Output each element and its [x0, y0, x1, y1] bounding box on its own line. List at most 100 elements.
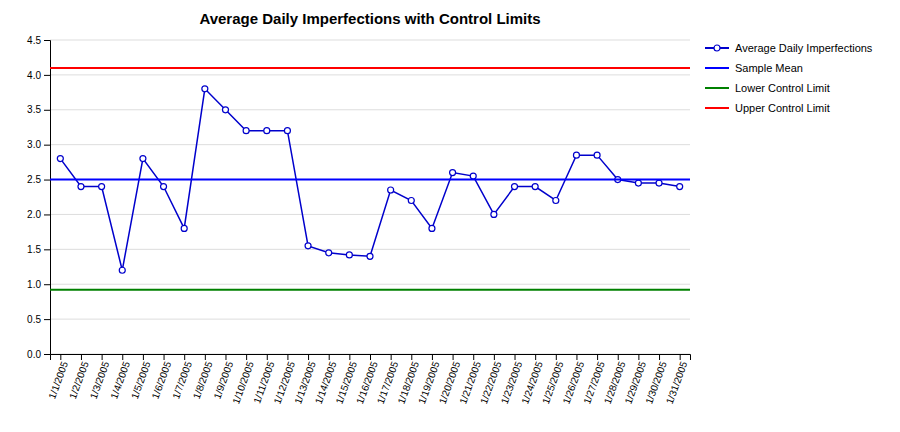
- data-point: [119, 267, 125, 273]
- tick: 1/9/2005: [212, 354, 236, 400]
- tick-mark: [391, 354, 392, 360]
- data-point: [346, 252, 352, 258]
- tick: 1.0: [27, 279, 50, 290]
- tick: 1/6/2005: [150, 354, 174, 400]
- data-point: [594, 152, 600, 158]
- tick-mark: [453, 354, 454, 360]
- tick: 1/4/2005: [108, 354, 132, 400]
- grid-line: [50, 109, 690, 110]
- legend-label: Average Daily Imperfections: [735, 42, 873, 54]
- chart-container: 0.00.51.01.52.02.53.03.54.04.51/1/20051/…: [0, 0, 900, 432]
- tick-mark: [349, 354, 350, 360]
- legend-label: Sample Mean: [735, 62, 803, 74]
- plot: 0.00.51.01.52.02.53.03.54.04.51/1/20051/…: [27, 35, 690, 406]
- tick-label: 1/1/2005: [46, 360, 70, 401]
- grid-line: [50, 284, 690, 285]
- axis-line: [51, 355, 691, 361]
- tick-mark: [44, 75, 50, 76]
- grid-line: [50, 179, 690, 180]
- data-point: [222, 107, 228, 113]
- data-point: [450, 170, 456, 176]
- tick: 1/7/2005: [170, 354, 194, 400]
- data-point: [202, 86, 208, 92]
- tick: 3.0: [27, 139, 50, 150]
- tick-mark: [576, 354, 577, 360]
- tick-mark: [535, 354, 536, 360]
- tick-mark: [60, 354, 61, 360]
- tick: 1.5: [27, 244, 50, 255]
- tick-mark: [81, 354, 82, 360]
- grid-line: [50, 249, 690, 250]
- data-point: [367, 253, 373, 259]
- data-point: [57, 156, 63, 162]
- data-point: [656, 180, 662, 186]
- tick-label: 1/5/2005: [129, 360, 153, 401]
- tick-label: 1/8/2005: [191, 360, 215, 401]
- tick-mark: [44, 319, 50, 320]
- data-point: [677, 184, 683, 190]
- data-point: [573, 152, 579, 158]
- legend-item: Sample Mean: [705, 62, 803, 74]
- legend-label: Upper Control Limit: [735, 102, 830, 114]
- grid-line: [50, 74, 690, 75]
- data-point: [491, 211, 497, 217]
- data-point: [532, 184, 538, 190]
- tick-mark: [515, 354, 516, 360]
- grid-line: [50, 214, 690, 215]
- data-point: [99, 184, 105, 190]
- x-axis: 1/1/20051/2/20051/3/20051/4/20051/5/2005…: [46, 354, 690, 406]
- grid-line: [50, 40, 690, 41]
- tick-mark: [205, 354, 206, 360]
- tick-label: 1/2/2005: [67, 360, 91, 401]
- tick-mark: [267, 354, 268, 360]
- data-point: [429, 225, 435, 231]
- tick-label: 2.0: [27, 209, 41, 220]
- legend-marker: [714, 45, 720, 51]
- tick-label: 1/31/2005: [664, 360, 690, 406]
- tick-mark: [44, 354, 50, 355]
- tick-mark: [225, 354, 226, 360]
- reference-line: [50, 289, 690, 291]
- tick: 4.0: [27, 70, 50, 81]
- tick-label: 4.5: [27, 35, 41, 46]
- legend-item: Average Daily Imperfections: [705, 42, 873, 54]
- tick-mark: [44, 110, 50, 111]
- data-point: [140, 156, 146, 162]
- tick-label: 1/7/2005: [170, 360, 194, 401]
- reference-line: [50, 67, 690, 69]
- tick-mark: [44, 40, 50, 41]
- tick-mark: [44, 214, 50, 215]
- grid-line: [50, 144, 690, 145]
- tick-label: 1/6/2005: [150, 360, 174, 401]
- tick-mark: [680, 354, 681, 360]
- tick: 0.0: [27, 349, 50, 360]
- tick-mark: [287, 354, 288, 360]
- legend-swatch: [705, 67, 729, 69]
- data-point: [388, 187, 394, 193]
- legend-swatch: [705, 87, 729, 89]
- legend-item: Upper Control Limit: [705, 102, 830, 114]
- title: Average Daily Imperfections with Control…: [199, 10, 540, 27]
- tick: 1/31/2005: [664, 354, 690, 406]
- tick-mark: [556, 354, 557, 360]
- data-point: [553, 197, 559, 203]
- chart: 0.00.51.01.52.02.53.03.54.04.51/1/20051/…: [0, 0, 900, 432]
- tick-mark: [370, 354, 371, 360]
- tick-mark: [329, 354, 330, 360]
- data-point: [635, 180, 641, 186]
- data-point: [408, 197, 414, 203]
- grid: [50, 40, 690, 354]
- tick-mark: [618, 354, 619, 360]
- tick-mark: [308, 354, 309, 360]
- tick-mark: [44, 249, 50, 250]
- tick-mark: [411, 354, 412, 360]
- tick-mark: [638, 354, 639, 360]
- tick-label: 0.5: [27, 314, 41, 325]
- tick-label: 1.0: [27, 279, 41, 290]
- tick: 3.5: [27, 104, 50, 115]
- tick-mark: [44, 180, 50, 181]
- tick-mark: [659, 354, 660, 360]
- tick: 1/2/2005: [67, 354, 91, 400]
- tick-label: 3.5: [27, 104, 41, 115]
- tick: 1/1/2005: [46, 354, 70, 400]
